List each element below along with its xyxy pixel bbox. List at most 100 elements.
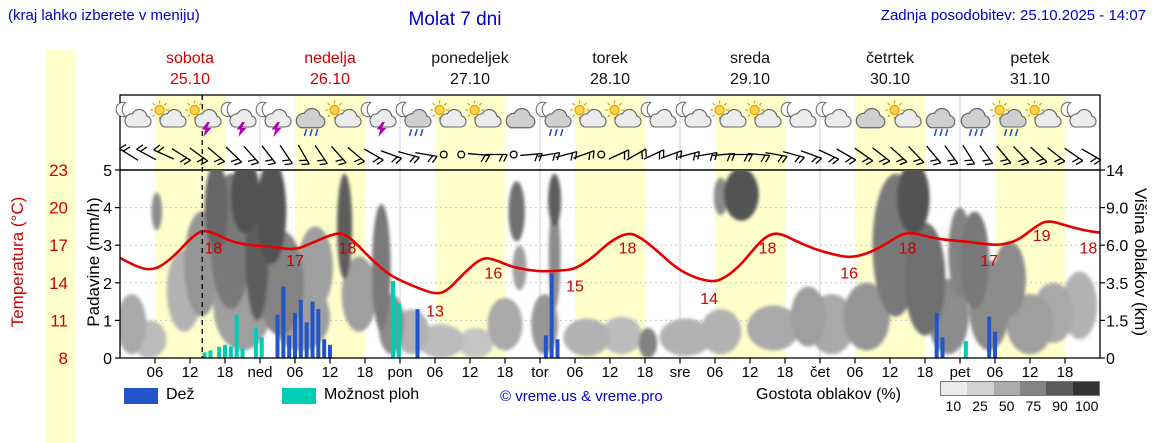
cloud-density-gradient bbox=[940, 381, 1100, 396]
density-tick-label: 90 bbox=[1052, 398, 1068, 414]
density-tick-label: 10 bbox=[945, 398, 962, 414]
svg-text:18: 18 bbox=[777, 364, 794, 381]
svg-text:0: 0 bbox=[103, 351, 112, 368]
weather-icon-cloud-rain bbox=[960, 107, 991, 137]
weather-icon-moon-cloud-storm bbox=[255, 101, 292, 137]
day-date: 29.10 bbox=[729, 71, 771, 88]
svg-text:17: 17 bbox=[980, 253, 998, 270]
svg-text:06: 06 bbox=[427, 364, 444, 381]
density-gradient-segment bbox=[1072, 382, 1099, 395]
day-date: 30.10 bbox=[869, 71, 911, 88]
svg-text:4: 4 bbox=[103, 201, 112, 218]
day-date: 31.10 bbox=[1009, 71, 1051, 88]
weather-icon-moon-cloud-rain bbox=[395, 101, 432, 137]
svg-text:9.0: 9.0 bbox=[1106, 201, 1128, 218]
menu-hint: (kraj lahko izberete v meniju) bbox=[8, 7, 200, 24]
day-date: 28.10 bbox=[589, 71, 631, 88]
svg-text:18: 18 bbox=[917, 364, 934, 381]
svg-text:16: 16 bbox=[484, 266, 502, 283]
svg-text:19: 19 bbox=[1033, 228, 1051, 245]
weather-icon-cloud-rain bbox=[925, 107, 956, 137]
precip-bars bbox=[202, 273, 997, 358]
svg-text:18: 18 bbox=[619, 241, 637, 258]
svg-text:sre: sre bbox=[670, 364, 691, 381]
svg-text:12: 12 bbox=[322, 364, 339, 381]
svg-text:18: 18 bbox=[339, 241, 357, 258]
cloud-layer bbox=[120, 170, 1098, 358]
axis-ticks-and-labels: 23 20 17 14 11 8 5 4 3 2 1 0 14 9.0 6.0 3.5 1.5 0 bbox=[49, 161, 1128, 368]
svg-text:06: 06 bbox=[987, 364, 1004, 381]
page-title: Molat 7 dni bbox=[408, 9, 502, 30]
copyright-link[interactable]: © vreme.us & vreme.pro bbox=[500, 388, 663, 405]
svg-text:06: 06 bbox=[847, 364, 864, 381]
svg-text:3.5: 3.5 bbox=[1106, 276, 1128, 293]
cloud-density-label: Gostota oblakov (%) bbox=[756, 386, 901, 403]
svg-text:15: 15 bbox=[566, 278, 584, 295]
svg-text:tor: tor bbox=[531, 364, 549, 381]
svg-text:18: 18 bbox=[637, 364, 654, 381]
day-date: 27.10 bbox=[449, 71, 491, 88]
svg-text:14: 14 bbox=[700, 291, 718, 308]
weather-icon-moon-cloud-storm bbox=[360, 101, 397, 137]
density-tick-label: 50 bbox=[998, 398, 1015, 414]
svg-text:2: 2 bbox=[103, 276, 112, 293]
svg-text:06: 06 bbox=[147, 364, 164, 381]
weather-icon-moon-cloud-storm bbox=[220, 101, 257, 137]
day-header: četrtek 30.10 bbox=[820, 48, 960, 94]
day-name: nedelja bbox=[304, 50, 356, 67]
day-header: petek 31.10 bbox=[960, 48, 1100, 94]
svg-text:18: 18 bbox=[1057, 364, 1074, 381]
svg-text:5: 5 bbox=[103, 163, 112, 180]
density-gradient-segment bbox=[1019, 382, 1047, 395]
weather-icon-cloud bbox=[505, 107, 536, 129]
day-header: sreda 29.10 bbox=[680, 48, 820, 94]
svg-text:3: 3 bbox=[103, 238, 112, 255]
svg-text:11: 11 bbox=[50, 311, 68, 330]
day-name: sobota bbox=[165, 50, 215, 67]
density-gradient-segment bbox=[1046, 382, 1073, 395]
svg-text:18: 18 bbox=[899, 241, 917, 258]
density-gradient-segment bbox=[967, 382, 994, 395]
day-headers: sobota 25.10 nedelja 26.10 ponedeljek 27.10 to… bbox=[120, 48, 1100, 94]
day-header: sobota 25.10 bbox=[120, 48, 260, 94]
svg-text:12: 12 bbox=[742, 364, 759, 381]
svg-text:13: 13 bbox=[426, 303, 444, 320]
day-header: nedelja 26.10 bbox=[260, 48, 400, 94]
temperature-value-labels: 18 17 18 13 16 15 18 14 18 16 18 17 19 18 bbox=[204, 228, 1097, 320]
svg-text:18: 18 bbox=[759, 241, 777, 258]
svg-text:16: 16 bbox=[840, 266, 858, 283]
svg-text:18: 18 bbox=[357, 364, 374, 381]
temperature-axis-strip bbox=[45, 50, 75, 443]
svg-text:8: 8 bbox=[59, 349, 68, 368]
weather-icon-moon-cloud bbox=[675, 101, 712, 128]
density-tick-label: 25 bbox=[972, 398, 988, 414]
svg-text:23: 23 bbox=[49, 161, 68, 180]
svg-text:17: 17 bbox=[286, 253, 304, 270]
weather-icon-moon-cloud bbox=[815, 101, 852, 128]
svg-text:6.0: 6.0 bbox=[1106, 238, 1128, 255]
svg-text:14: 14 bbox=[1106, 163, 1124, 180]
day-name: četrtek bbox=[865, 50, 914, 67]
day-header: ponedeljek 27.10 bbox=[400, 48, 540, 94]
svg-text:pet: pet bbox=[950, 364, 972, 381]
svg-text:12: 12 bbox=[602, 364, 619, 381]
day-date: 26.10 bbox=[309, 71, 351, 88]
temperature-line bbox=[119, 220, 1101, 295]
svg-text:18: 18 bbox=[497, 364, 514, 381]
svg-text:20: 20 bbox=[49, 199, 68, 218]
svg-text:17: 17 bbox=[49, 236, 68, 255]
density-gradient-segment bbox=[941, 382, 968, 395]
svg-text:12: 12 bbox=[882, 364, 899, 381]
svg-text:12: 12 bbox=[182, 364, 199, 381]
wind-barbs-row bbox=[119, 144, 1102, 166]
density-tick-label: 75 bbox=[1025, 398, 1042, 414]
x-axis-labels: 06 12 18 ned 06 12 18 pon 06 12 18 tor 06 12 18 sre 06 12… bbox=[147, 358, 1074, 381]
svg-text:12: 12 bbox=[462, 364, 479, 381]
svg-text:06: 06 bbox=[707, 364, 724, 381]
weather-icon-moon-cloud bbox=[780, 101, 817, 128]
svg-text:ned: ned bbox=[247, 364, 272, 381]
weather-icon-moon-cloud bbox=[640, 101, 677, 128]
rain-legend-label: Dež bbox=[166, 386, 195, 403]
svg-text:14: 14 bbox=[49, 274, 68, 293]
